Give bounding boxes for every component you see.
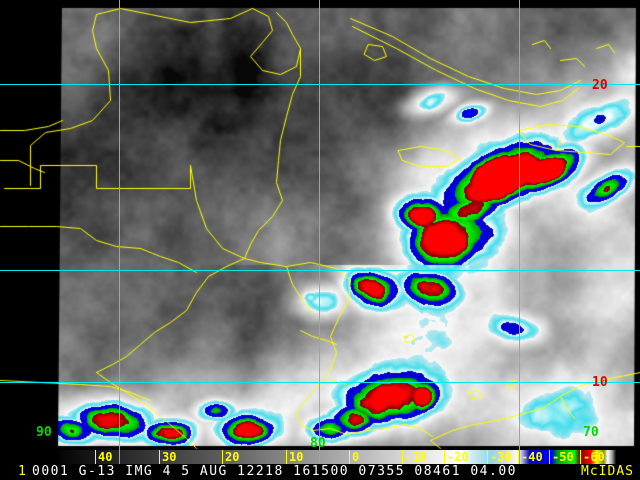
colorbar-tick (518, 450, 519, 464)
longitude-label-90: 90 (36, 425, 52, 440)
status-bar: 1 0001 G-13 IMG 4 5 AUG 12218 161500 073… (0, 464, 640, 480)
satellite-image-panel[interactable]: 20 10 90 80 70 (0, 0, 640, 450)
colorbar-grid-marker (319, 450, 320, 464)
colorbar-tick-label: 10 (289, 450, 304, 464)
colorbar-tick-label: 20 (225, 450, 240, 464)
colorbar-tick (444, 450, 445, 464)
grid-line-horizontal (0, 270, 640, 271)
colorbar-grid-marker (519, 450, 520, 464)
latitude-label-20: 20 (592, 78, 608, 93)
colorbar-tick (580, 450, 581, 464)
colorbar-tick (222, 450, 223, 464)
latitude-label-10: 10 (592, 375, 608, 390)
colorbar-tick-label: -30 (490, 450, 512, 464)
enhancement-colorbar[interactable] (60, 450, 616, 464)
grid-line-vertical (319, 0, 320, 450)
longitude-label-80: 80 (310, 436, 326, 450)
colorbar-tick (286, 450, 287, 464)
colorbar-tick-label: -50 (552, 450, 574, 464)
grid-line-vertical (119, 0, 120, 450)
colorbar-tick-label: -40 (521, 450, 543, 464)
colorbar-tick-label: -10 (405, 450, 427, 464)
colorbar-tick-label: 30 (162, 450, 177, 464)
colorbar-tick (402, 450, 403, 464)
colorbar-grid-marker (119, 450, 120, 464)
colorbar-tick (95, 450, 96, 464)
frame-number: 1 (18, 464, 28, 479)
satellite-image-canvas[interactable] (0, 0, 640, 450)
colorbar-tick-label: -20 (447, 450, 469, 464)
colorbar-tick (349, 450, 350, 464)
grid-line-vertical (519, 0, 520, 450)
colorbar-tick (487, 450, 488, 464)
grid-line-horizontal (0, 382, 640, 383)
mcidas-brand-label: McIDAS (581, 464, 634, 479)
grid-line-horizontal (0, 84, 640, 85)
colorbar-tick (159, 450, 160, 464)
colorbar-tick-label: 40 (98, 450, 113, 464)
colorbar-tick (549, 450, 550, 464)
status-bar-fields: 0001 G-13 IMG 4 5 AUG 12218 161500 07355… (32, 464, 517, 479)
colorbar-tick-label: 0 (352, 450, 360, 464)
colorbar-tick-label: -60 (583, 450, 605, 464)
longitude-label-70: 70 (583, 425, 599, 440)
